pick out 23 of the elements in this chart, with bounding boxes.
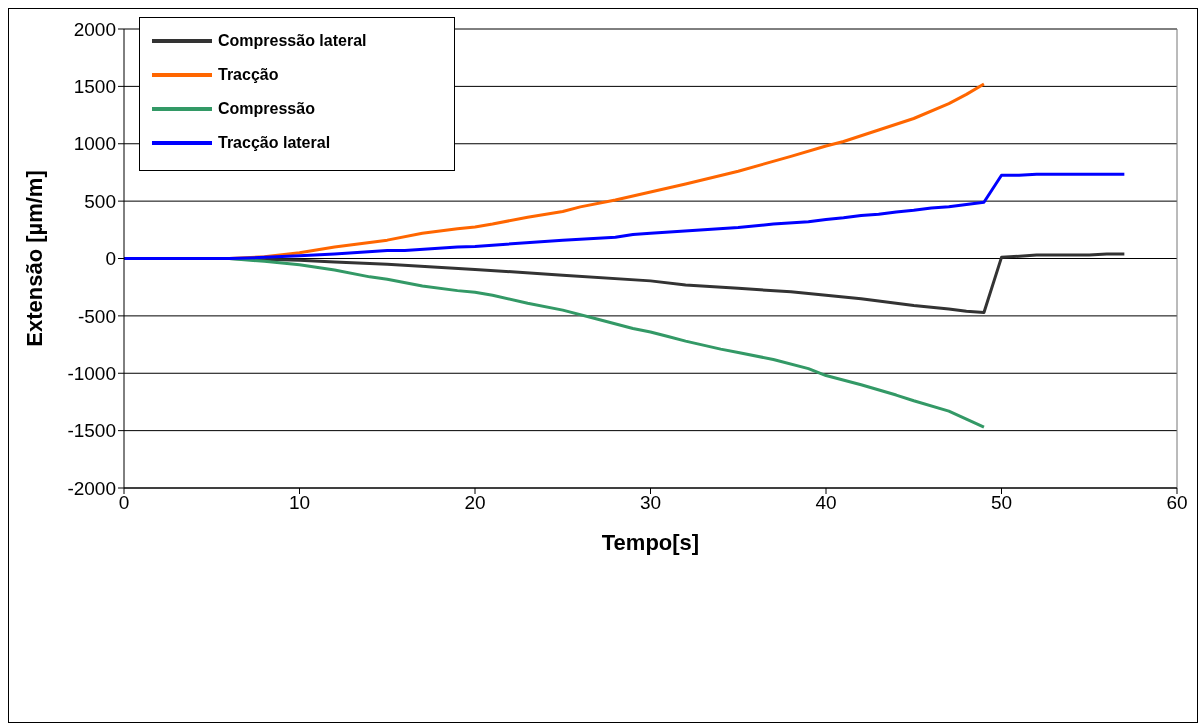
y-tick-label: 1500 [73,76,116,98]
line-series [124,172,1126,260]
y-tick-label: -2000 [67,477,116,499]
y-tick-label: 0 [105,248,116,270]
legend-label: Compressão lateral [218,32,367,50]
x-axis-title: Tempo[s] [601,530,700,555]
x-tick-label: 60 [1166,492,1188,514]
legend-label: Tracção lateral [218,134,331,152]
y-tick-label: 500 [84,190,116,212]
y-tick-label: -500 [77,305,116,327]
x-tick-label: 0 [118,492,130,514]
y-tick-label: 1000 [73,133,116,155]
x-tick-label: 50 [990,492,1013,514]
legend-label: Compressão [218,100,315,118]
y-tick-label: -1000 [67,362,116,384]
x-tick-label: 40 [815,492,837,514]
y-tick-label: -1500 [67,420,116,442]
legend-label: Tracção [218,66,279,84]
x-tick-label: 30 [639,492,662,514]
x-tick-label: 20 [464,492,486,514]
x-tick-label: 10 [288,492,311,514]
y-tick-label: 2000 [73,18,116,40]
y-axis-title: Extensão [µm/m] [21,170,47,347]
